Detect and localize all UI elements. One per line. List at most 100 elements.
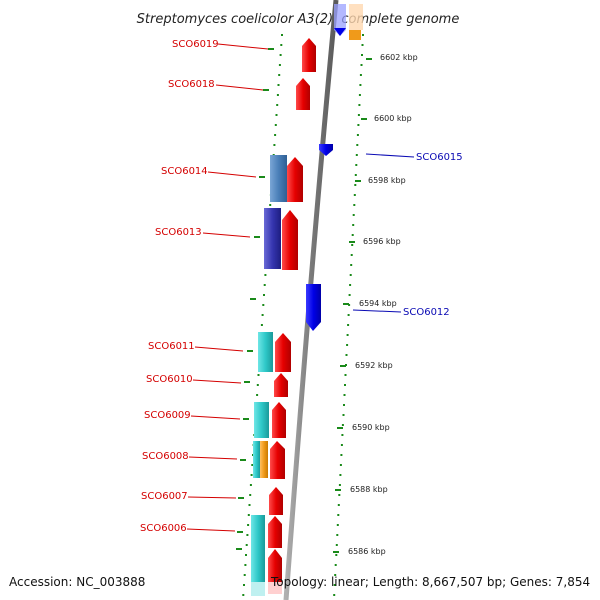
gene-label-sco6015[interactable]: SCO6015: [416, 152, 463, 163]
gene-arrow-sco6019[interactable]: [302, 38, 316, 72]
scale-label: 6590 kbp: [352, 423, 390, 432]
boundary-dot-right: [347, 314, 350, 316]
gene-arrow-sco6011[interactable]: [275, 333, 291, 372]
boundary-dot-left: [243, 584, 245, 586]
boundary-dash-left: [236, 548, 242, 550]
boundary-dot-left: [275, 114, 278, 116]
boundary-dot-left: [278, 74, 281, 76]
gene-label-sco6018[interactable]: SCO6018: [168, 79, 215, 90]
boundary-dot-left: [276, 104, 279, 106]
left-gene-labels: SCO6019 SCO6018 SCO6014 SCO6013 SCO6011 SCO60…: [140, 39, 269, 534]
scale-label: 6598 kbp: [368, 176, 406, 185]
boundary-dot-left: [243, 574, 246, 576]
gene-arrow-sco6018[interactable]: [296, 78, 310, 110]
boundary-dot-right: [356, 144, 359, 146]
boundary-dot-right: [340, 454, 343, 456]
boundary-dash-left: [247, 350, 253, 352]
boundary-dot-right: [343, 404, 345, 406]
gene-arrow-sco6013[interactable]: [282, 210, 298, 270]
gene-label-sco6014[interactable]: SCO6014: [161, 166, 208, 177]
gene-arrow-sco6012[interactable]: [306, 284, 321, 331]
scale-label: 6596 kbp: [363, 237, 401, 246]
boundary-dot-right: [344, 384, 346, 386]
boundary-dash-left: [237, 531, 243, 533]
boundary-dash-left: [250, 298, 256, 300]
leader-line-sco6007: [187, 496, 237, 499]
boundary-dash-left: [254, 236, 260, 238]
forward-genes: [268, 38, 316, 594]
boundary-dot-right: [339, 464, 342, 466]
gene-label-sco6011[interactable]: SCO6011: [148, 341, 195, 352]
boundary-dot-left: [269, 204, 272, 206]
boundary-dot-right: [353, 204, 356, 206]
gene-label-sco6019[interactable]: SCO6019: [172, 39, 219, 50]
boundary-dot-right: [346, 334, 349, 336]
boundary-dot-right: [339, 474, 342, 476]
gene-label-sco6010[interactable]: SCO6010: [146, 374, 193, 385]
gene-label-sco6008[interactable]: SCO6008: [142, 451, 189, 462]
gene-arrow-sco6007[interactable]: [269, 487, 283, 515]
boundary-dot-right: [358, 94, 361, 96]
leader-line-sco6009: [190, 415, 241, 420]
boundary-dot-left: [280, 44, 283, 46]
scale-tick: [349, 241, 355, 243]
partial-feature-orange: [349, 30, 361, 40]
boundary-dot-right: [359, 84, 362, 86]
boundary-dot-right: [344, 374, 347, 376]
gene-arrow-sco6010[interactable]: [274, 373, 288, 397]
track-boundary-dots: [236, 34, 364, 596]
genome-backbone: [283, 0, 339, 600]
boundary-dot-right: [357, 114, 360, 116]
boundary-dot-left: [278, 64, 281, 66]
scale-tick: [366, 58, 372, 60]
leader-line-sco6014: [207, 171, 257, 178]
scale-label: 6588 kbp: [350, 485, 388, 494]
boundary-dot-right: [350, 264, 353, 266]
boundary-dot-left: [261, 314, 264, 316]
gene-arrow-sco6009[interactable]: [272, 402, 286, 438]
boundary-dash-left: [240, 459, 246, 461]
boundary-dot-right: [348, 304, 351, 306]
boundary-dot-right: [362, 34, 364, 36]
gene-arrow-bottom[interactable]: [268, 549, 282, 592]
boundary-dot-right: [334, 574, 337, 576]
gene-arrow-sco6006[interactable]: [268, 516, 282, 548]
boundary-dot-right: [348, 294, 351, 296]
gene-label-sco6013[interactable]: SCO6013: [155, 227, 202, 238]
feature-block-sco6013: [264, 208, 281, 269]
boundary-dot-right: [338, 494, 341, 496]
boundary-dot-right: [333, 584, 336, 586]
gene-label-sco6006[interactable]: SCO6006: [140, 523, 187, 534]
boundary-dot-right: [352, 214, 355, 216]
scale-label: 6592 kbp: [355, 361, 393, 370]
boundary-dot-right: [345, 354, 348, 356]
boundary-dash-left: [238, 497, 244, 499]
leader-line-sco6013: [202, 232, 251, 238]
boundary-dot-left: [245, 554, 247, 556]
gene-label-sco6007[interactable]: SCO6007: [141, 491, 188, 502]
boundary-dot-left: [257, 374, 260, 376]
gene-arrow-sco6014[interactable]: [287, 157, 303, 202]
feature-block-sco6008-cyan: [253, 441, 260, 478]
gene-label-sco6009[interactable]: SCO6009: [144, 410, 191, 421]
gene-arrow-sco6008[interactable]: [270, 441, 285, 479]
boundary-dot-left: [250, 474, 253, 476]
accession-label: Accession: NC_003888: [9, 575, 145, 589]
gene-label-sco6012[interactable]: SCO6012: [403, 307, 450, 318]
boundary-dot-right: [361, 44, 364, 46]
boundary-dot-right: [333, 594, 336, 596]
boundary-dot-right: [355, 164, 358, 166]
scale-tick: [361, 118, 367, 120]
gene-arrow-sco6015[interactable]: [319, 144, 333, 156]
boundary-dot-left: [247, 524, 250, 526]
scale-ticks: 6602 kbp 6600 kbp 6598 kbp 6596 kbp 6594 kbp…: [333, 53, 418, 556]
scale-tick: [337, 427, 343, 429]
boundary-dot-left: [264, 274, 267, 276]
feature-block-bottom-faded: [251, 582, 265, 596]
boundary-dot-right: [336, 534, 339, 536]
boundary-dot-left: [263, 294, 265, 296]
boundary-dot-left: [248, 504, 251, 506]
boundary-dot-right: [335, 554, 338, 556]
topology-label: Topology: linear; Length: 8,667,507 bp; …: [270, 575, 590, 589]
